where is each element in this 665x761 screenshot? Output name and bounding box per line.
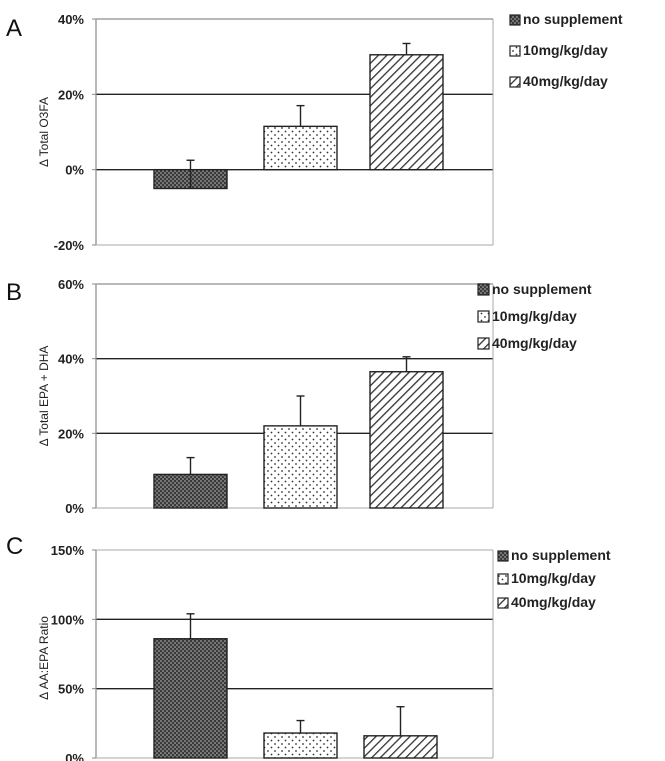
legend-swatch (477, 337, 490, 350)
bar (153, 638, 228, 759)
panel-letter: B (6, 279, 22, 306)
y-tick-label: 60% (58, 277, 84, 292)
legend-entry: 10mg/kg/day (511, 570, 596, 586)
legend-swatch (509, 76, 521, 88)
y-axis-label: Δ Total EPA + DHA (37, 346, 51, 447)
bar (363, 735, 438, 759)
legend-swatch (497, 597, 509, 609)
bars (153, 42, 444, 190)
axes (95, 18, 494, 246)
panel-c: C Δ AA:EPA Ratio 0% 50% 100% 150% no supple… (6, 533, 611, 761)
y-ticks: 0% 50% 100% 150% (51, 543, 96, 761)
y-tick-label: 0% (65, 501, 84, 516)
legend-entry: 10mg/kg/day (523, 42, 608, 58)
y-tick-label: 20% (58, 87, 84, 102)
panel-letter: A (6, 15, 22, 42)
legend-entry: 40mg/kg/day (523, 73, 608, 89)
legend: no supplement 10mg/kg/day 40mg/kg/day (477, 281, 592, 351)
y-axis-label: Δ AA:EPA Ratio (37, 616, 51, 700)
legend-swatch (509, 14, 521, 26)
legend-entry: no supplement (523, 11, 623, 27)
panel-a: A Δ Total O3FA -20% 0% 20% 40% no supplemen… (6, 11, 623, 253)
legend-entry: no supplement (492, 281, 592, 297)
legend-swatch (497, 573, 509, 585)
panel-b: B Δ Total EPA + DHA 0% 20% 40% 60% no suppl… (6, 277, 592, 516)
y-tick-label: 100% (51, 612, 85, 627)
y-axis-label: Δ Total O3FA (37, 97, 51, 167)
y-tick-label: 40% (58, 352, 84, 367)
y-tick-label: 0% (65, 163, 84, 178)
bar (369, 371, 444, 509)
legend-swatch (497, 550, 509, 562)
bar (263, 425, 338, 509)
y-tick-label: 50% (58, 682, 84, 697)
legend-entry: 40mg/kg/day (492, 335, 577, 351)
y-ticks: 0% 20% 40% 60% (58, 277, 96, 516)
legend-entry: 10mg/kg/day (492, 308, 577, 324)
bar (369, 54, 444, 171)
bars (153, 613, 438, 759)
y-tick-label: 40% (58, 12, 84, 27)
legend-entry: no supplement (511, 547, 611, 563)
bar (263, 125, 338, 171)
bar (153, 473, 228, 509)
legend: no supplement 10mg/kg/day 40mg/kg/day (509, 11, 623, 89)
bars (153, 356, 444, 509)
y-ticks: -20% 0% 20% 40% (54, 12, 96, 253)
legend-swatch (509, 45, 521, 57)
y-tick-label: 0% (65, 751, 84, 761)
y-tick-label: 20% (58, 426, 84, 441)
bar (263, 732, 338, 759)
panel-letter: C (6, 533, 23, 560)
y-tick-label: 150% (51, 543, 85, 558)
legend-swatch (477, 283, 490, 296)
legend: no supplement 10mg/kg/day 40mg/kg/day (497, 547, 611, 610)
legend-entry: 40mg/kg/day (511, 594, 596, 610)
legend-swatch (477, 310, 490, 323)
y-tick-label: -20% (54, 238, 85, 253)
